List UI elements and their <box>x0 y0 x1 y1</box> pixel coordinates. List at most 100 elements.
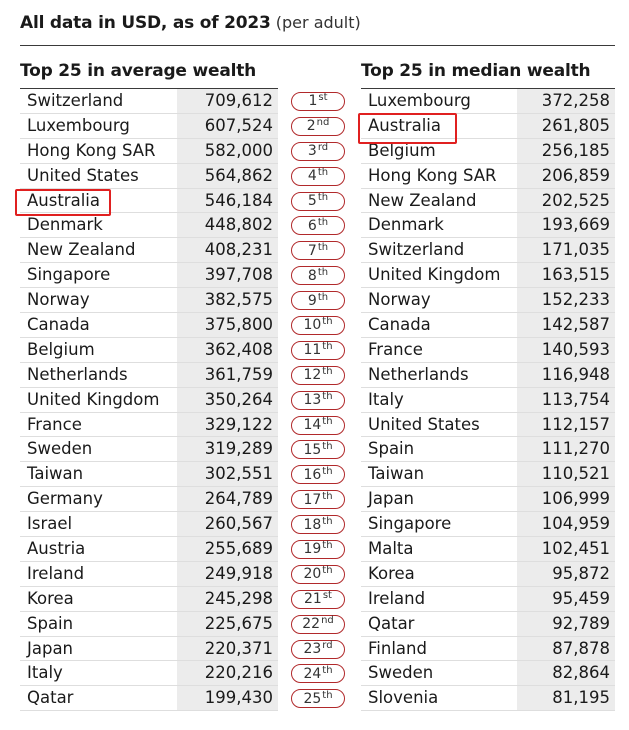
country-name: Israel <box>27 514 73 534</box>
country-name: Norway <box>27 290 90 310</box>
wealth-value: 582,000 <box>177 138 278 163</box>
country-name: Sweden <box>368 663 434 683</box>
country-name: Netherlands <box>27 364 128 384</box>
rank-number: 13 <box>303 392 322 409</box>
rank-suffix: th <box>322 416 333 428</box>
rank-suffix: th <box>317 241 329 253</box>
country-name: New Zealand <box>368 190 477 210</box>
average-wealth-title: Top 25 in average wealth <box>20 61 257 81</box>
table-row: Belgium 256,185 <box>361 138 615 164</box>
country-name: Korea <box>368 563 415 583</box>
table-row: Belgium 362,408 <box>20 337 278 363</box>
australia-average-highlight <box>15 189 111 216</box>
wealth-value: 245,298 <box>177 586 278 611</box>
wealth-value: 255,689 <box>177 537 278 561</box>
wealth-value: 361,759 <box>177 362 278 387</box>
country-name: Denmark <box>27 215 103 235</box>
country-name: Japan <box>368 489 415 509</box>
country-name: Hong Kong SAR <box>368 165 497 185</box>
average-wealth-table: Switzerland 709,612 Luxembourg 607,524 Hong … <box>20 88 278 712</box>
country-name: Norway <box>368 290 431 310</box>
rank-number: 16 <box>303 466 322 483</box>
rank-number: 2 <box>306 118 316 135</box>
table-row: Qatar 199,430 <box>20 686 278 712</box>
table-row: Switzerland 709,612 <box>20 89 278 114</box>
wealth-value: 448,802 <box>177 213 278 238</box>
country-name: France <box>368 339 423 359</box>
wealth-value: 249,918 <box>177 561 278 586</box>
rank-number: 20 <box>303 566 322 583</box>
wealth-value: 171,035 <box>517 238 615 263</box>
rank-number: 15 <box>303 441 322 458</box>
table-row: Luxembourg 372,258 <box>361 89 615 114</box>
wealth-value: 256,185 <box>517 138 615 163</box>
rank-number: 10 <box>303 317 322 334</box>
country-name: Canada <box>27 315 90 335</box>
country-name: Taiwan <box>368 464 425 484</box>
wealth-value: 372,258 <box>517 89 615 113</box>
country-name: Singapore <box>368 514 452 534</box>
rank-suffix: th <box>322 515 333 527</box>
table-row: Malta 102,451 <box>361 537 615 562</box>
rank-suffix: th <box>322 490 333 502</box>
median-wealth-table: Luxembourg 372,258 Australia 261,805 Belgium… <box>361 88 615 712</box>
wealth-value: 302,551 <box>177 462 278 487</box>
rank-suffix: th <box>322 366 333 378</box>
wealth-value: 87,878 <box>517 636 615 661</box>
wealth-value: 709,612 <box>177 89 278 113</box>
country-name: Netherlands <box>368 364 469 384</box>
table-row: Spain 111,270 <box>361 437 615 463</box>
country-name: United States <box>368 414 480 434</box>
wealth-value: 260,567 <box>177 512 278 537</box>
wealth-value: 607,524 <box>177 113 278 138</box>
table-row: Singapore 104,959 <box>361 512 615 538</box>
country-name: Qatar <box>27 688 74 708</box>
wealth-value: 397,708 <box>177 263 278 288</box>
table-row: Spain 225,675 <box>20 611 278 637</box>
country-name: Sweden <box>27 439 93 459</box>
table-row: Netherlands 116,948 <box>361 362 615 388</box>
rank-suffix: th <box>317 266 329 278</box>
wealth-value: 546,184 <box>177 188 278 213</box>
table-row: United States 112,157 <box>361 412 615 438</box>
country-name: United Kingdom <box>27 389 160 409</box>
country-name: Canada <box>368 315 431 335</box>
wealth-value: 408,231 <box>177 238 278 263</box>
country-name: Belgium <box>27 339 95 359</box>
wealth-value: 350,264 <box>177 387 278 412</box>
rank-number: 11 <box>303 342 322 359</box>
table-row: Germany 264,789 <box>20 487 278 513</box>
table-row: Japan 106,999 <box>361 487 615 513</box>
table-row: Japan 220,371 <box>20 636 278 662</box>
wealth-value: 111,270 <box>517 437 615 462</box>
wealth-value: 564,862 <box>177 163 278 188</box>
country-name: Austria <box>27 539 86 559</box>
wealth-value: 142,587 <box>517 313 615 337</box>
wealth-value: 112,157 <box>517 412 615 437</box>
rank-suffix: th <box>322 391 333 403</box>
